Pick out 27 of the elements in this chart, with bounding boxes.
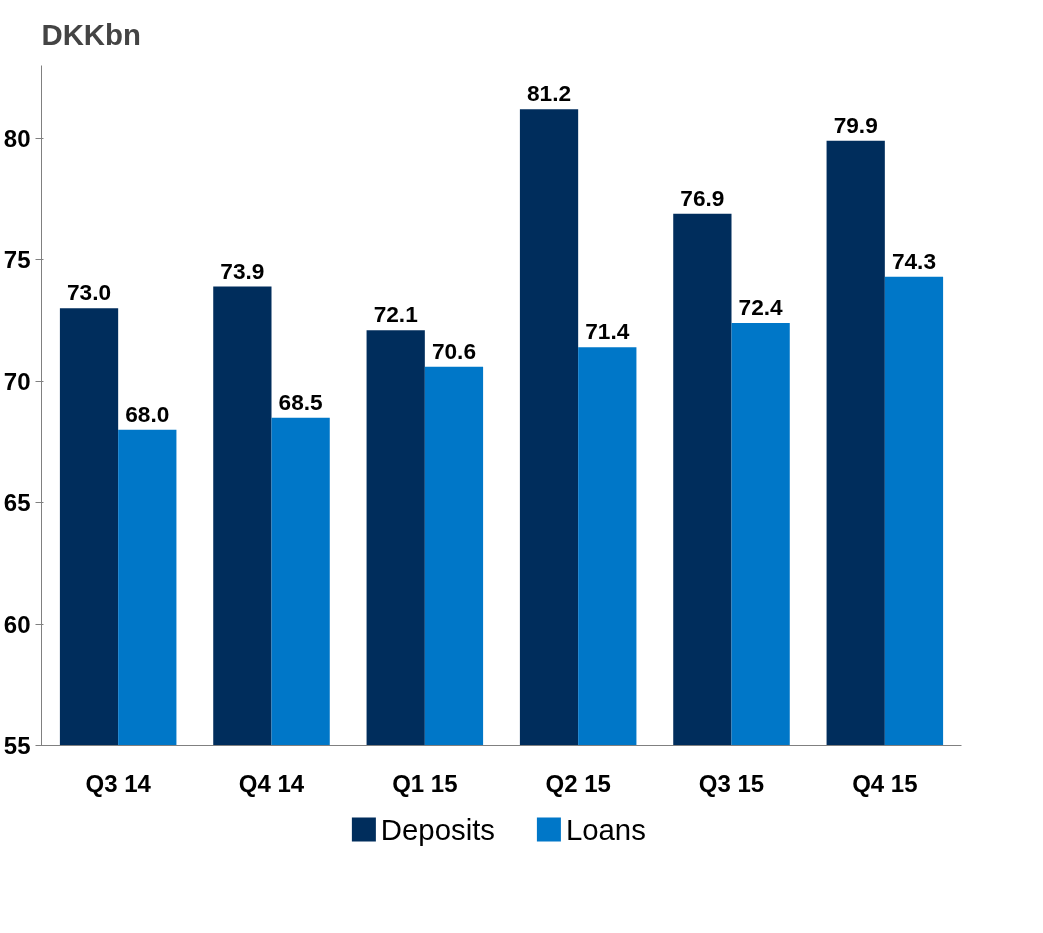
y-tick-label: 65 (3, 489, 31, 517)
x-tick-label: Q4 15 (852, 769, 918, 797)
y-tick-label: 55 (3, 732, 31, 759)
x-tick-label: Q4 14 (238, 769, 305, 797)
y-tick-label: 60 (3, 610, 31, 638)
legend-label: Loans (565, 813, 646, 846)
x-tick-label: Q2 15 (545, 769, 611, 797)
data-label: 71.4 (585, 318, 630, 345)
data-label: 74.3 (891, 247, 937, 274)
data-label: 68.5 (278, 388, 323, 415)
data-label: 70.6 (431, 337, 477, 364)
y-axis-title: DKKbn (41, 17, 141, 51)
data-label: 81.2 (526, 80, 572, 107)
y-tick-label: 70 (3, 367, 31, 395)
data-label: 68.0 (125, 400, 170, 427)
y-tick-label: 75 (3, 246, 31, 274)
y-tick-label: 80 (3, 124, 31, 152)
data-label: 73.0 (66, 279, 112, 306)
legend-label: Deposits (380, 813, 495, 846)
data-label: 79.9 (833, 111, 878, 138)
x-tick-label: Q3 14 (85, 769, 152, 797)
data-label: 72.4 (738, 293, 784, 320)
data-label: 72.1 (373, 301, 418, 328)
x-tick-label: Q1 15 (392, 769, 458, 797)
x-tick-label: Q3 15 (698, 769, 765, 797)
data-label: 73.9 (220, 257, 265, 284)
data-label: 76.9 (680, 184, 725, 211)
